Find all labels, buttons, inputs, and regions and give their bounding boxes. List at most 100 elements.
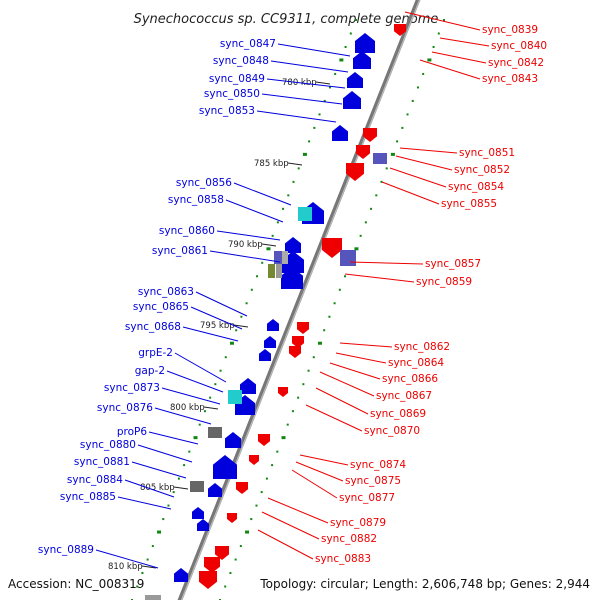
- kbp-tick: [203, 406, 219, 410]
- gc-dot: [177, 477, 180, 480]
- label-leader-line: [431, 51, 487, 64]
- gene-label-sync-0868: sync_0868: [125, 321, 181, 333]
- gc-dot: [297, 167, 300, 170]
- reverse-gene-arrow: [227, 513, 237, 523]
- gc-dot: [317, 341, 322, 345]
- label-leader-line: [257, 529, 314, 560]
- gc-dot: [162, 518, 165, 521]
- label-leader-line: [261, 93, 343, 105]
- gc-dot: [364, 221, 367, 224]
- gc-dot: [234, 558, 237, 561]
- gene-label-gap-2: gap-2: [135, 365, 165, 377]
- label-leader-line: [344, 273, 415, 283]
- gc-dot: [359, 234, 362, 237]
- forward-gene-arrow: [281, 267, 303, 289]
- label-leader-line: [270, 60, 349, 73]
- gc-dot: [261, 261, 264, 264]
- gc-dot: [396, 140, 399, 143]
- forward-gene-arrow: [240, 378, 256, 394]
- gc-dot: [250, 518, 253, 521]
- label-leader-line: [349, 261, 424, 265]
- kbp-tick-label: 795 kbp: [200, 321, 235, 331]
- gene-label-sync-0842: sync_0842: [488, 57, 544, 69]
- gc-dot: [219, 369, 222, 372]
- gene-label-sync-0859: sync_0859: [416, 276, 472, 288]
- gc-dot: [266, 247, 271, 251]
- gene-label-sync-0848: sync_0848: [213, 55, 269, 67]
- kbp-tick: [261, 243, 277, 247]
- gc-dot: [240, 315, 243, 318]
- forward-gene-arrow: [343, 91, 361, 109]
- forward-gene-labels: sync_0847 sync_0848 sync_0849 sync_0850sync…: [38, 38, 351, 569]
- genome-backbone: [177, 0, 421, 600]
- gene-label-sync-0855: sync_0855: [441, 198, 497, 210]
- gc-dot: [390, 152, 395, 156]
- gc-dot: [427, 58, 432, 62]
- reverse-gene-arrow: [258, 434, 270, 446]
- forward-gene-arrow: [285, 237, 301, 253]
- label-leader-line: [95, 549, 159, 569]
- gene-label-sync-0877: sync_0877: [339, 492, 395, 504]
- label-leader-line: [404, 11, 481, 31]
- grey-feature-block: [282, 251, 288, 264]
- reverse-gene-arrow: [278, 387, 288, 397]
- topology-text: Topology: circular; Length: 2,606,748 bp…: [260, 577, 590, 591]
- gene-label-sync-0857: sync_0857: [425, 258, 481, 270]
- gene-label-sync-0865: sync_0865: [133, 301, 189, 313]
- gc-dot: [302, 383, 305, 386]
- grey-feature-block: [145, 595, 161, 600]
- gc-dot: [292, 180, 295, 183]
- gc-dot: [276, 450, 279, 453]
- gc-dot: [385, 167, 388, 170]
- label-leader-line: [233, 182, 292, 206]
- gc-dot: [255, 504, 258, 507]
- purple-feature-block: [340, 250, 356, 266]
- kbp-tick: [233, 324, 249, 328]
- gc-dot: [214, 383, 217, 386]
- gc-dot: [224, 585, 227, 588]
- label-leader-line: [154, 407, 212, 425]
- label-leader-line: [124, 479, 175, 498]
- gene-label-sync-0882: sync_0882: [321, 533, 377, 545]
- label-leader-line: [419, 59, 481, 80]
- gene-features: [145, 24, 406, 600]
- gene-label-grpe-2: grpE-2: [138, 347, 173, 359]
- label-leader-line: [381, 181, 440, 205]
- gene-label-sync-0889: sync_0889: [38, 544, 94, 556]
- gc-dot: [271, 464, 274, 467]
- gc-dot: [151, 545, 154, 548]
- label-leader-line: [166, 370, 224, 393]
- gene-label-sync-0864: sync_0864: [388, 357, 444, 369]
- gene-label-sync-0863: sync_0863: [138, 286, 194, 298]
- gc-dot: [375, 194, 378, 197]
- gc-dot: [229, 341, 234, 345]
- label-leader-line: [299, 454, 349, 466]
- gc-dot: [250, 288, 253, 291]
- label-leader-line: [209, 250, 281, 263]
- gc-dot: [287, 194, 290, 197]
- label-leader-line: [329, 362, 381, 380]
- gc-dot: [260, 491, 263, 494]
- gene-label-sync-0851: sync_0851: [459, 147, 515, 159]
- gene-label-sync-0858: sync_0858: [168, 194, 224, 206]
- gc-dot: [286, 423, 289, 426]
- gc-dot: [146, 558, 149, 561]
- gc-dot: [312, 356, 315, 359]
- kbp-tick-label: 810 kbp: [108, 562, 143, 572]
- forward-gene-arrow: [347, 72, 363, 88]
- kbp-tick-label: 805 kbp: [140, 483, 175, 493]
- reverse-gene-arrow: [249, 455, 259, 465]
- gene-label-sync-0853: sync_0853: [199, 105, 255, 117]
- gc-dot: [302, 152, 307, 156]
- label-leader-line: [315, 387, 369, 415]
- gene-label-sync-0879: sync_0879: [330, 517, 386, 529]
- gene-label-sync-0870: sync_0870: [364, 425, 420, 437]
- forward-gene-arrow: [213, 455, 237, 479]
- gc-dot: [355, 19, 357, 21]
- label-leader-line: [117, 496, 172, 510]
- gene-label-sync-0839: sync_0839: [482, 24, 538, 36]
- gc-dot: [416, 86, 419, 89]
- gene-label-sync-0869: sync_0869: [370, 408, 426, 420]
- label-leader-line: [190, 306, 243, 330]
